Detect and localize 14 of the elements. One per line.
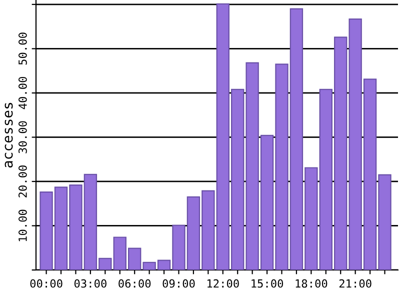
x-tick-label: 12:00 (208, 279, 239, 288)
y-tick-label: 40.00 (18, 76, 27, 110)
y-tick-label: 50.00 (18, 32, 27, 65)
x-tick-label: 03:00 (74, 279, 106, 288)
y-tick-label: 20.00 (18, 165, 27, 198)
x-tick-label: 06:00 (118, 279, 151, 288)
y-tick-label: 10.00 (18, 210, 27, 242)
x-tick-label: 00:00 (30, 279, 62, 288)
x-tick-label: 18:00 (296, 279, 328, 288)
y-axis-title: accesses (4, 102, 13, 168)
y-tick-label: 30.00 (18, 121, 27, 154)
x-tick-label: 09:00 (162, 279, 195, 288)
x-tick-label: 15:00 (252, 279, 284, 288)
x-tick-label: 21:00 (339, 279, 372, 288)
